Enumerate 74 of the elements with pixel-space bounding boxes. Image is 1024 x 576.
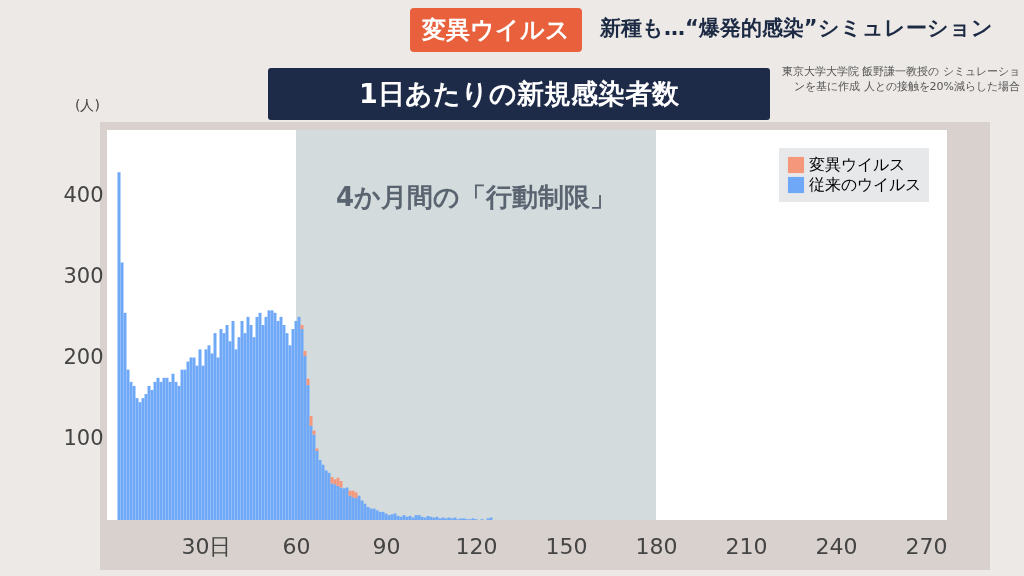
bar	[405, 516, 409, 520]
bar	[240, 320, 244, 520]
bar	[117, 172, 121, 520]
bar	[330, 476, 334, 484]
bar	[147, 385, 151, 520]
bar	[255, 316, 259, 520]
x-tick-label: 270	[905, 533, 948, 559]
bar	[162, 377, 166, 520]
bar	[327, 472, 331, 520]
bar	[303, 351, 307, 356]
bar	[294, 320, 298, 520]
bar	[306, 378, 310, 386]
bar	[171, 373, 175, 520]
bar	[363, 503, 367, 520]
x-tick-label: 210	[725, 533, 768, 559]
chart-title: 1日あたりの新規感染者数	[268, 68, 770, 120]
x-tick-label: 180	[635, 533, 678, 559]
x-tick-label: 150	[545, 533, 588, 559]
bar	[219, 329, 223, 520]
bar	[153, 381, 157, 520]
bar	[312, 430, 316, 435]
bar	[360, 500, 364, 520]
bar	[384, 513, 388, 520]
bar	[399, 516, 403, 520]
y-tick-label: 100	[63, 426, 104, 451]
bar	[138, 402, 142, 520]
y-tick-label: 200	[63, 345, 104, 369]
x-tick-label: 90	[372, 533, 401, 559]
bar	[204, 349, 208, 520]
x-tick-label: 120	[455, 533, 498, 559]
bar	[309, 416, 313, 426]
y-tick-label: 400	[63, 182, 104, 207]
bar	[156, 377, 160, 520]
y-axis-title: (人)	[75, 96, 100, 113]
bar	[141, 398, 145, 520]
bar	[393, 513, 397, 520]
legend-label: 従来のウイルス	[809, 175, 921, 194]
x-tick-label: 30日	[181, 533, 232, 559]
x-tick-label: 60	[282, 533, 311, 559]
bar	[375, 510, 379, 520]
bar	[180, 369, 184, 520]
legend-label: 変異ウイルス	[809, 155, 905, 174]
bar	[165, 377, 169, 520]
bar	[225, 325, 229, 520]
bar	[333, 479, 337, 485]
bar	[207, 345, 211, 520]
text: 東京大学大学院 飯野謙一教授の シミュレーションを基に作成 人との接触を20%減らした場合	[781, 64, 1020, 94]
bar	[198, 349, 202, 520]
bar	[270, 310, 274, 520]
bar	[357, 495, 361, 520]
chart-subtitle: 新種も…“爆発的感染”シミュレーション	[600, 15, 993, 42]
bar	[159, 381, 163, 520]
bar	[246, 316, 250, 520]
bar	[186, 361, 190, 520]
text: 変異ウイルス	[410, 8, 582, 52]
bar	[258, 312, 262, 520]
bar	[300, 325, 304, 330]
bar	[339, 481, 343, 488]
bar	[189, 357, 193, 520]
bar	[336, 477, 340, 486]
bar	[354, 492, 358, 499]
bar	[351, 490, 355, 498]
bar	[231, 320, 235, 520]
bar	[273, 312, 277, 520]
band-label: 4か月間の「行動制限」	[335, 182, 617, 212]
bar	[396, 515, 400, 520]
y-tick-label: 300	[63, 263, 104, 288]
bar	[279, 316, 283, 520]
bar	[192, 357, 196, 520]
bar	[132, 385, 136, 520]
bar	[213, 333, 217, 520]
x-tick-label: 240	[815, 533, 858, 559]
bar	[267, 310, 271, 520]
bar	[348, 490, 352, 496]
